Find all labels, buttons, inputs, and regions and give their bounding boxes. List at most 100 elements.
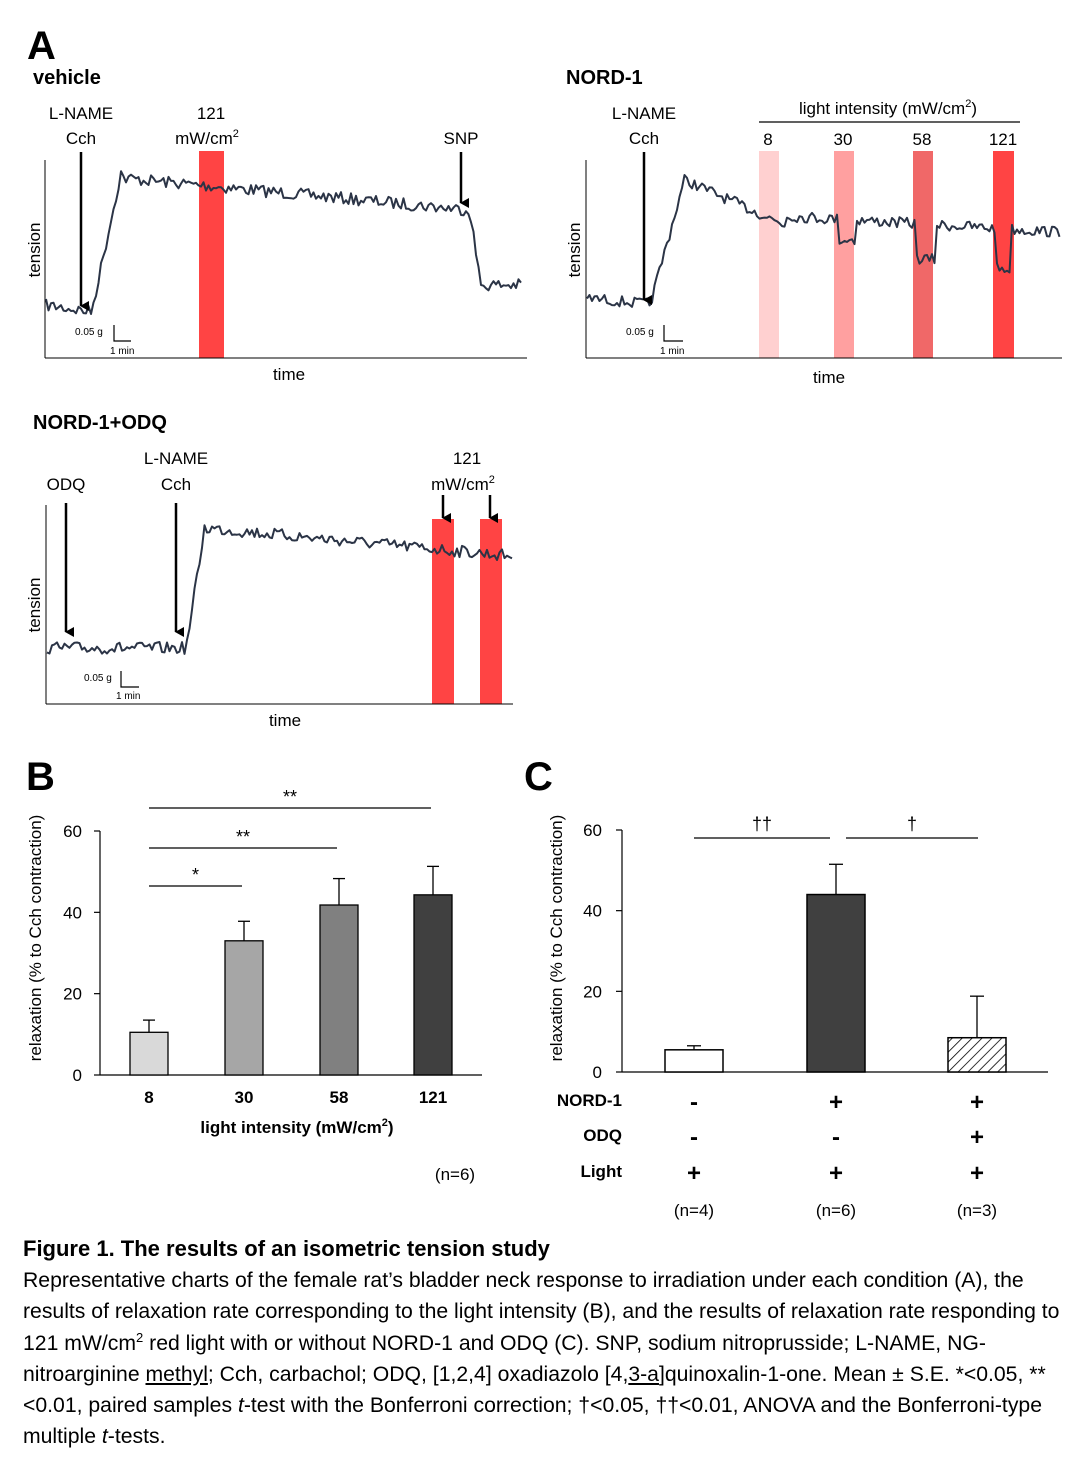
nord1-light-bar-30 — [834, 151, 854, 358]
c-condition-sign: - — [832, 1124, 840, 1151]
c-condition-sign: + — [829, 1160, 843, 1187]
c-condition-sign: + — [970, 1089, 984, 1116]
c-bar-1 — [664, 1049, 724, 1073]
c-bars — [664, 863, 1007, 1073]
c-condition-table: NORD-1 - + + ODQ - - + Light + + + (n=4) (n=6) (n=3) — [557, 1089, 997, 1220]
vehicle-121-label: 121 — [197, 104, 225, 123]
vehicle-ylabel: tension — [25, 223, 44, 278]
nord1-light-intensity-label: light intensity (mW/cm2) — [799, 98, 977, 118]
c-bar-2 — [806, 893, 866, 1073]
vehicle-light-bar-121 — [199, 151, 224, 358]
vehicle-trace-chart: vehicle L-NAME Cch 121 mW/cm2 SNP tensio… — [25, 67, 527, 384]
b-bars — [129, 865, 453, 1076]
c-condition-name: NORD-1 — [557, 1091, 622, 1110]
c-condition-sign: - — [690, 1124, 698, 1151]
odq-light-bar-2 — [480, 519, 502, 704]
odq-lname-label: L-NAME — [144, 449, 208, 468]
odq-cch-label: Cch — [161, 475, 191, 494]
c-n-label: (n=6) — [816, 1201, 856, 1220]
odq-title: NORD-1+ODQ — [33, 412, 167, 434]
odq-scale-g: 0.05 g — [84, 673, 112, 684]
panel-b-bar-chart: relaxation (% to Cch contraction) 0 20 40 6… — [26, 787, 482, 1184]
nord1-intensity-58: 58 — [913, 130, 932, 149]
nord1-trace-chart: NORD-1 L-NAME Cch light intensity (mW/cm… — [565, 67, 1062, 387]
panel-b-letter: B — [26, 755, 55, 799]
panel-c-letter: C — [524, 755, 553, 799]
c-n-label: (n=3) — [957, 1201, 997, 1220]
c-condition-sign: + — [687, 1160, 701, 1187]
panel-c-bar-chart: relaxation (% to Cch contraction) 0 20 40 6… — [547, 814, 1048, 1220]
panel-a-letter: A — [27, 24, 56, 68]
odq-xlabel: time — [269, 711, 301, 730]
odq-odq-label: ODQ — [47, 475, 86, 494]
b-significance-mark: * — [192, 865, 199, 885]
odq-trace-chart: NORD-1+ODQ ODQ L-NAME Cch 121 mW/cm2 ten… — [25, 412, 513, 730]
nord1-scale-bar — [663, 325, 683, 342]
nord1-tension-trace — [586, 174, 1061, 308]
b-xtick-label: 121 — [419, 1088, 447, 1107]
c-significance-mark: †† — [752, 814, 772, 834]
c-condition-sign: - — [690, 1089, 698, 1116]
nord1-light-bar-121 — [993, 151, 1014, 358]
vehicle-snp-label: SNP — [444, 129, 479, 148]
odq-121-label: 121 — [453, 449, 481, 468]
figure-canvas: .lbl { font-family: "Liberation Sans", "… — [25, 24, 1062, 1220]
odq-light-bar-1 — [432, 519, 454, 704]
c-condition-name: ODQ — [583, 1126, 622, 1145]
vehicle-cch-label: Cch — [66, 129, 96, 148]
c-bar-3 — [947, 1036, 1007, 1073]
nord1-xlabel: time — [813, 368, 845, 387]
vehicle-scale-g: 0.05 g — [75, 327, 103, 338]
c-condition-sign: + — [970, 1124, 984, 1151]
b-xtick-label: 8 — [144, 1088, 153, 1107]
c-n-label: (n=4) — [674, 1201, 714, 1220]
nord1-cch-label: Cch — [629, 129, 659, 148]
vehicle-unit-label: mW/cm2 — [175, 128, 239, 148]
odq-scale-bar — [120, 671, 139, 688]
nord1-title: NORD-1 — [566, 67, 643, 89]
b-ytick-label: 60 — [63, 822, 82, 841]
caption-title: Figure 1. The results of an isometric te… — [23, 1236, 550, 1261]
b-y-ticks: 0 20 40 60 — [63, 822, 100, 1085]
nord1-intensity-8: 8 — [763, 130, 772, 149]
vehicle-title: vehicle — [33, 67, 101, 89]
b-significance-mark: ** — [283, 787, 297, 807]
b-ytick-label: 0 — [73, 1066, 82, 1085]
vehicle-tension-trace — [45, 170, 522, 315]
odq-tension-trace — [46, 524, 513, 655]
vehicle-lname-label: L-NAME — [49, 104, 113, 123]
nord1-intensity-30: 30 — [834, 130, 853, 149]
c-condition-sign: + — [970, 1160, 984, 1187]
odq-unit-label: mW/cm2 — [431, 474, 495, 494]
c-condition-sign: + — [829, 1089, 843, 1116]
nord1-light-bar-8 — [759, 151, 779, 358]
b-bar-8 — [129, 1031, 169, 1076]
c-ylabel: relaxation (% to Cch contraction) — [547, 815, 566, 1062]
b-xlabel: light intensity (mW/cm2) — [200, 1117, 393, 1137]
nord1-lname-label: L-NAME — [612, 104, 676, 123]
b-x-ticks: 8 30 58 121 — [144, 1088, 447, 1107]
c-significance: †† † — [694, 814, 978, 839]
nord1-scale-t: 1 min — [660, 346, 684, 357]
c-ytick-label: 40 — [583, 902, 602, 921]
vehicle-xlabel: time — [273, 365, 305, 384]
b-significance-mark: ** — [236, 827, 250, 847]
b-bar-121 — [413, 894, 453, 1076]
nord1-ylabel: tension — [565, 223, 584, 278]
c-ytick-label: 20 — [583, 982, 602, 1001]
b-bar-30 — [224, 940, 264, 1076]
b-bar-58 — [319, 904, 359, 1076]
b-ytick-label: 40 — [63, 903, 82, 922]
b-xtick-label: 58 — [330, 1088, 349, 1107]
c-ytick-label: 60 — [583, 821, 602, 840]
odq-ylabel: tension — [25, 578, 44, 633]
c-significance-mark: † — [907, 814, 917, 834]
b-ylabel: relaxation (% to Cch contraction) — [26, 815, 45, 1062]
caption-body: Representative charts of the female rat’… — [23, 1269, 1060, 1449]
b-significance: ***** — [149, 787, 431, 887]
c-condition-name: Light — [580, 1162, 622, 1181]
b-ytick-label: 20 — [63, 985, 82, 1004]
b-n-label: (n=6) — [435, 1165, 475, 1184]
c-y-ticks: 0 20 40 60 — [583, 821, 622, 1082]
c-ytick-label: 0 — [593, 1063, 602, 1082]
